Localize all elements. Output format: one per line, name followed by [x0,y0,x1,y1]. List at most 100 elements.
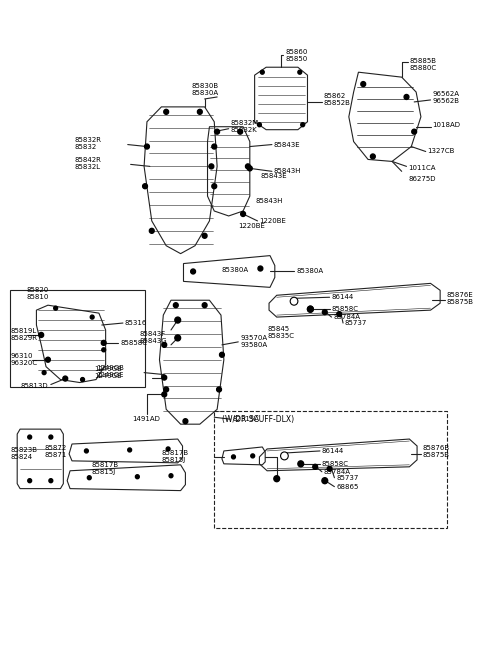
Text: 1249GB
1249GE: 1249GB 1249GE [96,365,124,378]
Circle shape [101,341,106,345]
Circle shape [87,476,91,479]
Circle shape [49,435,53,439]
Circle shape [212,144,216,149]
Text: 96310
96320C: 96310 96320C [11,353,37,366]
Text: 85316: 85316 [125,320,147,326]
Text: 1220BE: 1220BE [259,218,286,224]
Text: 85784A: 85784A [324,469,351,475]
Circle shape [313,464,318,469]
Circle shape [143,184,147,189]
Text: 85737: 85737 [336,475,359,481]
Text: 85843F
85843G: 85843F 85843G [139,331,167,345]
Circle shape [216,387,221,392]
Circle shape [164,109,168,115]
Circle shape [191,269,195,274]
Circle shape [337,312,342,316]
Circle shape [183,419,188,424]
Text: 85843E: 85843E [260,174,287,179]
Circle shape [135,475,139,479]
Text: 85832M
85832K: 85832M 85832K [230,121,259,133]
Circle shape [323,310,327,314]
Text: 85876B
85875B: 85876B 85875B [423,445,450,458]
Text: 85858C: 85858C [322,461,349,467]
Circle shape [258,266,263,271]
Circle shape [238,129,242,134]
Circle shape [54,306,58,310]
Text: 1491AD: 1491AD [132,416,160,422]
Text: 85860
85850: 85860 85850 [286,49,308,62]
Circle shape [212,184,216,189]
Circle shape [81,377,84,382]
Text: (W/DR SCUFF-DLX): (W/DR SCUFF-DLX) [222,415,294,424]
Circle shape [42,371,46,375]
Bar [11,290,145,388]
Circle shape [361,82,366,86]
Text: 85885B
85880C: 85885B 85880C [409,58,436,71]
Text: 85817B
85815J: 85817B 85815J [161,451,189,463]
Circle shape [298,461,304,467]
Circle shape [219,352,224,357]
Bar [214,411,447,529]
Text: 86144: 86144 [322,448,344,454]
Circle shape [144,144,149,149]
Text: 1249GB
1249GE: 1249GB 1249GE [94,366,122,379]
Text: 68865: 68865 [336,483,359,490]
Text: 85843H: 85843H [255,198,283,204]
Circle shape [162,392,167,397]
Circle shape [46,357,50,362]
Circle shape [209,164,214,169]
Text: 85832R
85832: 85832R 85832 [75,137,102,150]
Text: 85845
85835C: 85845 85835C [267,326,294,339]
Text: 85830B
85830A: 85830B 85830A [191,83,218,96]
Circle shape [63,376,68,381]
Circle shape [90,315,94,319]
Circle shape [197,109,202,115]
Text: 85872
85871: 85872 85871 [45,445,67,458]
Text: 1018AD: 1018AD [432,122,460,128]
Text: 85817B
85815J: 85817B 85815J [91,462,119,476]
Circle shape [240,212,245,216]
Circle shape [166,447,170,451]
Text: 85876E
85875B: 85876E 85875B [447,291,474,305]
Circle shape [371,154,375,159]
Circle shape [247,166,252,171]
Circle shape [257,122,261,126]
Text: 85737: 85737 [345,320,367,326]
Text: 85380A: 85380A [222,267,249,274]
Circle shape [245,164,250,169]
Circle shape [231,455,235,459]
Text: 85843H: 85843H [274,168,301,174]
Text: 96562A
96562B: 96562A 96562B [432,92,459,104]
Circle shape [308,306,313,312]
Circle shape [290,297,298,305]
Text: 85862
85852B: 85862 85852B [324,94,351,107]
Text: 1327CB: 1327CB [428,147,455,153]
Circle shape [327,466,332,471]
Circle shape [175,317,180,323]
Circle shape [301,122,305,126]
Circle shape [274,476,280,481]
Circle shape [412,129,417,134]
Circle shape [164,387,168,392]
Text: 85813D: 85813D [20,383,48,390]
Text: 86275D: 86275D [408,176,436,182]
Circle shape [322,477,328,483]
Circle shape [49,479,53,483]
Text: 85843E: 85843E [274,141,300,147]
Circle shape [260,70,264,74]
Text: 85784A: 85784A [334,314,360,320]
Text: 1220BE: 1220BE [238,223,265,229]
Text: 85380A: 85380A [297,269,324,274]
Text: 82315A: 82315A [232,416,260,422]
Circle shape [162,343,167,347]
Circle shape [173,303,178,308]
Circle shape [28,435,32,439]
Circle shape [281,452,288,460]
Circle shape [308,306,313,312]
Circle shape [202,303,207,308]
Text: 85820
85810: 85820 85810 [27,287,49,300]
Circle shape [169,474,173,477]
Text: 85858C: 85858C [332,306,359,312]
Text: 86144: 86144 [332,294,354,300]
Circle shape [215,129,219,134]
